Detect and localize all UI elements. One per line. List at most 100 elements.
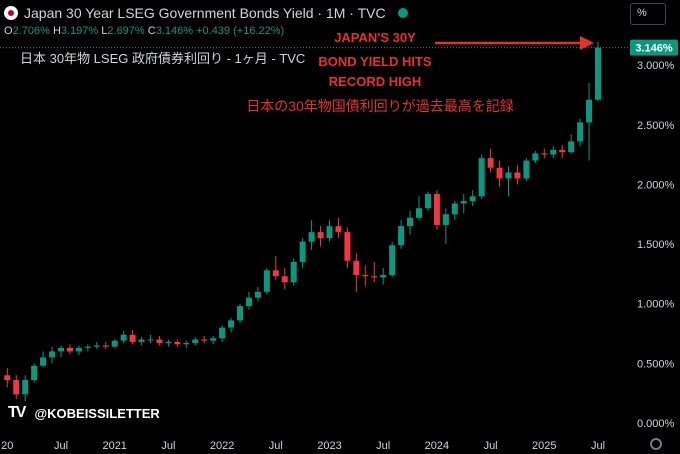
candle-body — [290, 261, 297, 283]
candle-body — [595, 47, 601, 100]
candle-body — [111, 340, 118, 347]
candle-body — [66, 347, 73, 352]
candle-body — [147, 339, 154, 341]
candle-body — [183, 343, 190, 345]
settings-gear-icon[interactable] — [650, 438, 662, 450]
candle-body — [541, 153, 548, 155]
last-price-tag — [630, 39, 678, 56]
ohlc-readout: O2.706% H3.197% L2.697% C3.146% +0.439 (… — [4, 25, 284, 37]
candle-body — [433, 193, 440, 225]
candle-body — [586, 99, 593, 123]
candle-body — [550, 149, 557, 155]
tradingview-logo-icon: TV — [8, 404, 27, 421]
x-tick-label: 2023 — [317, 440, 341, 452]
x-tick-label: Jul — [591, 440, 605, 452]
symbol-subtitle-jp: 日本 30年物 LSEG 政府債券利回り - 1ヶ月 - TVC — [20, 51, 306, 66]
candle-body — [478, 158, 485, 197]
candle-body — [245, 297, 252, 307]
y-tick-label: 2.500% — [637, 120, 675, 132]
candle-body — [496, 167, 503, 179]
candle-body — [317, 232, 324, 239]
candle-body — [192, 339, 199, 344]
candle-body — [156, 339, 163, 344]
candle-body — [58, 347, 64, 352]
candle-body — [138, 339, 145, 342]
candle-body — [389, 245, 396, 276]
ohlc-open-value: 2.706% — [12, 25, 50, 37]
candle-body — [577, 122, 584, 142]
candle-body — [407, 217, 414, 227]
candle-body — [49, 351, 56, 358]
x-tick-label: Jul — [161, 440, 175, 452]
x-tick-label: Jul — [269, 440, 283, 452]
percent-scale-button[interactable]: % — [630, 3, 666, 25]
watermark: TV @KOBEISSILETTER — [8, 404, 160, 422]
candle-body — [487, 158, 494, 168]
candle-body — [326, 226, 333, 239]
symbol-title[interactable]: Japan 30 Year LSEG Government Bonds Yiel… — [24, 5, 386, 21]
candle-body — [532, 153, 539, 161]
candle-body — [237, 306, 243, 321]
candle-body — [416, 208, 422, 218]
candle-body — [228, 320, 235, 328]
candle-body — [469, 196, 476, 202]
candle-body — [201, 339, 208, 341]
market-status-icon[interactable] — [397, 8, 408, 18]
candle-body — [460, 201, 467, 204]
ohlc-low-key: L — [101, 25, 108, 37]
japan-flag-icon — [4, 6, 18, 20]
candle-body — [263, 270, 270, 292]
x-tick-label: 2024 — [425, 440, 449, 452]
candle-body — [353, 260, 360, 276]
candle-body — [398, 226, 405, 246]
candle-body — [210, 338, 217, 341]
candle-body — [281, 276, 288, 283]
x-tick-label: 2021 — [102, 440, 126, 452]
ohlc-high-value: 3.197% — [60, 25, 99, 37]
candle-body — [371, 276, 378, 278]
y-tick-label: 3.000% — [637, 60, 675, 72]
candle-body — [93, 345, 100, 347]
candle-body — [272, 270, 279, 277]
watermark-handle: @KOBEISSILETTER — [34, 405, 160, 421]
x-tick-label: Jul — [54, 440, 68, 452]
annotation-line-1: JAPAN'S 30Y — [334, 30, 416, 45]
x-tick-label: 20 — [1, 440, 13, 452]
candle-body — [568, 141, 575, 153]
candle-body — [344, 232, 351, 261]
candle-body — [219, 327, 226, 339]
candle-body — [40, 357, 47, 366]
y-tick-label: 0.500% — [637, 358, 675, 370]
annotation-line-3: RECORD HIGH — [328, 74, 422, 89]
ohlc-close-key: C — [147, 25, 156, 37]
ohlc-open-key: O — [4, 25, 13, 37]
y-tick-label: 1.500% — [637, 239, 675, 251]
x-tick-label: 2025 — [532, 440, 556, 452]
candle-body — [505, 172, 512, 179]
candle-body — [13, 380, 20, 395]
candle-body — [308, 232, 315, 242]
candle-body — [129, 334, 136, 342]
candle-body — [22, 380, 29, 395]
candle-body — [442, 214, 449, 225]
candle-body — [451, 203, 458, 215]
candle-body — [335, 226, 342, 233]
y-tick-label: 2.000% — [637, 179, 675, 191]
candle-body — [102, 345, 109, 347]
ohlc-close-value: 3.146% — [155, 25, 194, 37]
ohlc-high-key: H — [52, 25, 61, 37]
candle-body — [165, 341, 172, 344]
candle-body — [4, 375, 11, 381]
x-tick-label: 2022 — [210, 440, 234, 452]
candle-body — [254, 291, 261, 298]
candle-body — [31, 365, 38, 381]
y-tick-label: 0.000% — [637, 418, 675, 430]
candle-body — [299, 241, 306, 262]
candle-body — [174, 341, 181, 345]
candle-body — [424, 193, 431, 209]
y-tick-label: 1.000% — [637, 299, 675, 311]
annotation-arrow-head — [580, 36, 594, 50]
candle-body — [514, 172, 521, 179]
annotation-line-4-jp: 日本の30年物国債利回りが過去最高を記録 — [246, 98, 514, 114]
